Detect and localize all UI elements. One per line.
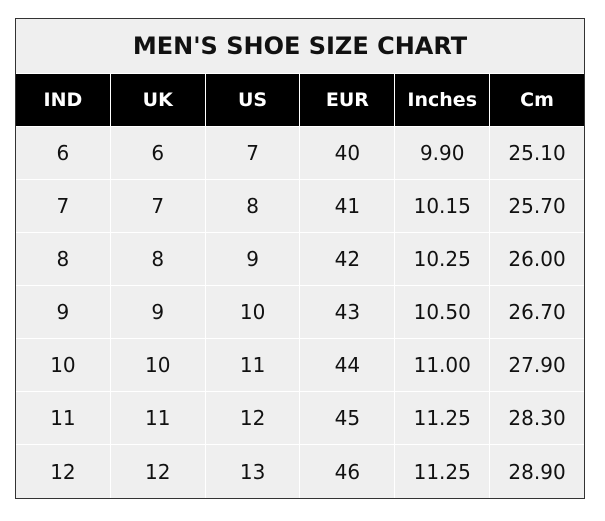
table-cell: 25.10 [490, 127, 584, 180]
table-cell: 43 [300, 286, 396, 339]
table-cell: 11 [110, 392, 206, 445]
table-cell: 8 [16, 233, 111, 286]
column-header: IND [16, 74, 111, 127]
table-cell: 9 [16, 286, 111, 339]
table-cell: 10 [16, 339, 111, 392]
table-cell: 13 [206, 445, 301, 498]
table-cell: 9 [205, 233, 301, 286]
table-cell: 40 [300, 127, 396, 180]
table-cell: 12 [205, 392, 301, 445]
column-header: Cm [490, 74, 584, 127]
table-cell: 9.90 [395, 127, 491, 180]
table-cell: 11.25 [395, 445, 491, 498]
table-cell: 10 [205, 286, 301, 339]
table-row: 10 10 11 44 11.00 27.90 [16, 339, 584, 392]
table-cell: 10.25 [395, 233, 491, 286]
column-header: UK [110, 74, 206, 127]
column-header: Inches [395, 74, 491, 127]
table-row: 12 12 13 46 11.25 28.90 [16, 445, 584, 498]
table-cell: 41 [300, 180, 396, 233]
table-cell: 8 [110, 233, 206, 286]
table-cell: 11.25 [395, 392, 491, 445]
table-cell: 10.15 [395, 180, 491, 233]
table-cell: 10 [110, 339, 206, 392]
table-cell: 10.50 [395, 286, 491, 339]
table-cell: 8 [205, 180, 301, 233]
column-header: EUR [300, 74, 396, 127]
table-title: MEN'S SHOE SIZE CHART [16, 19, 584, 74]
table-cell: 12 [111, 445, 206, 498]
table-cell: 42 [300, 233, 396, 286]
table-cell: 9 [110, 286, 206, 339]
table-cell: 44 [300, 339, 396, 392]
table-cell: 45 [300, 392, 396, 445]
table-cell: 26.00 [490, 233, 584, 286]
table-cell: 6 [16, 127, 111, 180]
table-cell: 7 [16, 180, 111, 233]
table-cell: 25.70 [490, 180, 584, 233]
table-cell: 12 [16, 445, 111, 498]
table-cell: 28.90 [508, 459, 566, 484]
table-cell: 27.90 [490, 339, 584, 392]
table-cell: 28.30 [490, 392, 584, 445]
table-cell: 6 [110, 127, 206, 180]
table-row: 7 7 8 41 10.15 25.70 [16, 180, 584, 233]
table-cell: 7 [205, 127, 301, 180]
column-header: US [205, 74, 301, 127]
table-cell: 7 [110, 180, 206, 233]
table-cell: 26.70 [490, 286, 584, 339]
table-row: 9 9 10 43 10.50 26.70 [16, 286, 584, 339]
table-row: 8 8 9 42 10.25 26.00 [16, 233, 584, 286]
table-cell: 11.00 [395, 339, 491, 392]
size-chart-table: MEN'S SHOE SIZE CHART IND UK US EUR Inches Cm… [15, 18, 585, 499]
header-row: IND UK US EUR Inches Cm [16, 74, 584, 127]
table-row: 6 6 7 40 9.90 25.10 [16, 127, 584, 180]
table-cell: 11 [205, 339, 301, 392]
table-cell: 11 [16, 392, 111, 445]
table-row: 11 11 12 45 11.25 28.30 [16, 392, 584, 445]
table-cell: 46 [300, 445, 396, 498]
